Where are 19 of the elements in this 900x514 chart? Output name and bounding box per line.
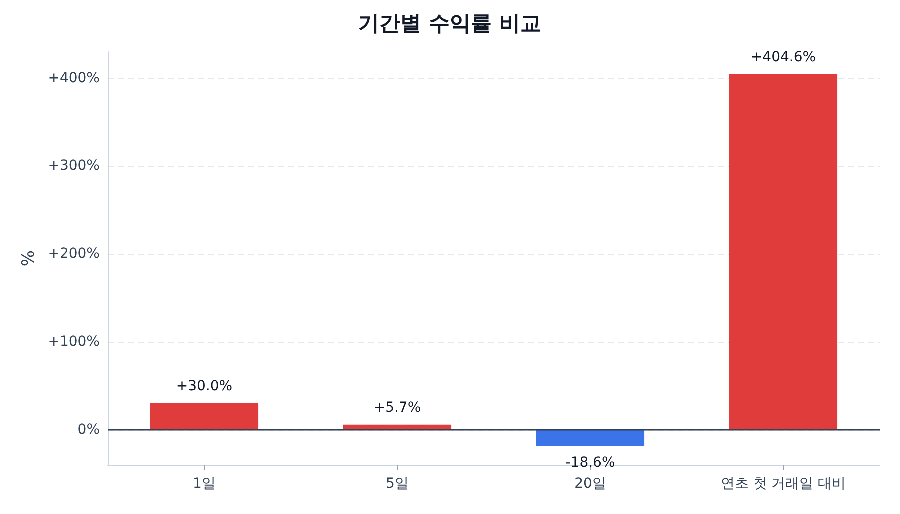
y-tick-label: 0% [78, 422, 100, 438]
y-tick-label: +300% [48, 158, 100, 174]
bar [150, 403, 259, 430]
bar [729, 74, 838, 430]
data-label: -18.6% [566, 455, 616, 472]
data-label: +5.7% [374, 400, 422, 416]
y-tick-label: +100% [48, 334, 100, 350]
data-label: +30.0% [176, 378, 233, 394]
x-tick-label: 1일 [193, 476, 216, 492]
chart-title: 기간별 수익률 비교 [358, 12, 542, 36]
bar [343, 424, 452, 430]
x-tick-label: 연초 첫 거래일 대비 [720, 476, 846, 492]
bar [536, 430, 645, 446]
x-tick-label: 20일 [574, 476, 606, 492]
x-tick-label: 5일 [386, 476, 409, 492]
y-tick-label: +400% [48, 70, 100, 86]
data-label: +404.6% [750, 49, 816, 66]
y-tick-label: +200% [48, 246, 100, 262]
y-axis-title: % [18, 250, 39, 267]
